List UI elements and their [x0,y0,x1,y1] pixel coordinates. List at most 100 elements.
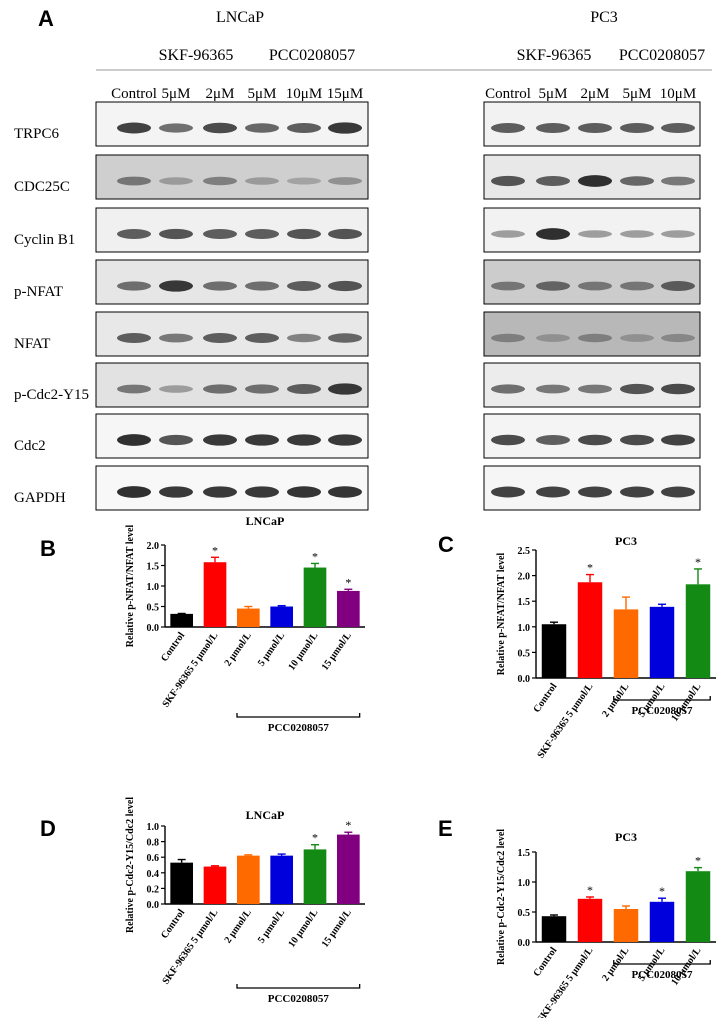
pc3-band [536,334,570,342]
lncap-band [159,434,193,446]
chart-b-significance-mark: * [312,549,318,563]
blot-row-label: NFAT [14,336,50,352]
chart-b-bar [337,590,360,627]
pc3-band [578,230,612,238]
pc3-band [661,434,695,446]
pc3-band [536,384,570,394]
chart-b-category-label: 10 μmol/L [286,630,320,672]
chart-e-significance-mark: * [587,883,593,897]
chart-c-y-tick-label: 2.5 [518,546,531,557]
chart-e-bar [577,898,603,942]
lncap-lane-label: 5μM [248,86,277,102]
pc3-band [578,333,612,343]
lncap-band [245,123,279,133]
chart-b-bar [170,613,193,627]
chart-d-title: LNCaP [246,808,285,822]
lncap-band [203,333,237,343]
lncap-band [328,383,362,395]
chart-d-category-label: 2 μmol/L [223,907,254,945]
chart-c-y-tick-label: 2.0 [518,572,531,583]
chart-e-category-label: Control [531,945,559,979]
chart-b-significance-mark: * [212,543,218,557]
pc3-band [536,176,570,186]
lncap-drug1: SKF-96365 [159,47,234,64]
chart-e-y-label: Relative p-Cdc2-Y15/Cdc2 level [496,829,507,965]
chart-c-category-label: Control [531,681,559,715]
lncap-band [287,486,321,498]
chart-e-group-bracket [613,960,711,965]
blot-row-label: TRPC6 [14,126,60,142]
chart-b-bar [303,567,327,627]
lncap-band [117,229,151,239]
lncap-blot-frame [95,101,369,147]
lncap-band [245,229,279,239]
pc3-band [491,434,525,446]
pc3-lane-label: Control [485,86,531,102]
chart-c-y-tick-label: 1.5 [518,597,531,608]
pc3-band [491,333,525,343]
chart-b-bar [237,608,260,627]
chart-d-bar [270,855,293,904]
blot-row-label: CDC25C [14,179,70,195]
pc3-lane-label: 5μM [539,86,568,102]
lncap-band [328,486,362,498]
pc3-band [661,333,695,343]
lncap-band [245,281,279,291]
lncap-blot-frame [95,154,369,200]
lncap-band [245,486,279,498]
panel-e-letter: E [438,816,453,841]
pc3-band [620,334,654,342]
lncap-band [203,384,237,394]
chart-b-y-tick-label: 0.0 [147,623,160,634]
lncap-band [117,176,151,186]
chart-d-y-tick-label: 0.6 [147,853,160,864]
pc3-band [661,281,695,291]
pc3-band [536,281,570,291]
chart-e-y-tick-label: 1.0 [518,878,531,889]
lncap-band [245,434,279,446]
lncap-band [328,228,362,240]
panel-d-letter: D [40,816,56,841]
chart-b-y-tick-label: 0.5 [147,603,160,614]
blot-row-label: p-NFAT [14,284,63,300]
lncap-band [117,281,151,291]
pc3-band [620,230,654,238]
lncap-band [287,434,321,446]
chart-c-significance-mark: * [695,555,701,569]
pc3-blots [483,101,701,511]
pc3-drug2: PCC0208057 [619,47,705,64]
lncap-band [287,177,321,185]
pc3-cell-line: PC3 [590,9,618,26]
chart-d-y-tick-label: 0.8 [147,838,160,849]
lncap-band [328,280,362,292]
chart-d-bar [337,834,360,904]
chart-b-category-label: Control [159,630,187,664]
chart-e-significance-mark: * [695,854,701,868]
pc3-band [620,123,654,133]
chart-e-bar [685,871,711,942]
lncap-band [159,385,193,393]
panel-a: A LNCaP SKF-96365 PCC0208057 PC3 SKF-963… [14,6,712,511]
lncap-band [159,177,193,185]
pc3-band [491,486,525,498]
lncap-lane-labels: Control 5μM 2μM 5μM 10μM 15μM [111,86,363,102]
lncap-blots [95,101,369,511]
pc3-band [620,383,654,395]
lncap-band [159,123,193,133]
chart-d-y-label: Relative p-Cdc2-Y15/Cdc2 level [125,797,136,933]
chart-e-y-tick-label: 1.5 [518,848,531,859]
pc3-band [536,123,570,133]
chart-d-group-label: PCC0208057 [268,993,330,1005]
panel-a-letter: A [38,6,54,31]
lncap-band [203,486,237,498]
lncap-band [159,333,193,343]
lncap-band [287,281,321,291]
chart-c-group-label: PCC0208057 [631,705,693,717]
blot-row-label: p-Cdc2-Y15 [14,387,89,403]
lncap-band [117,434,151,446]
pc3-band [578,281,612,291]
pc3-lane-label: 5μM [623,86,652,102]
chart-b-title: LNCaP [246,514,285,528]
chart-b: LNCaP 0.0 0.5 1.0 1.5 2.0 Relative p-NFAT/NFAT… [125,514,365,734]
chart-e-bar [613,909,639,942]
